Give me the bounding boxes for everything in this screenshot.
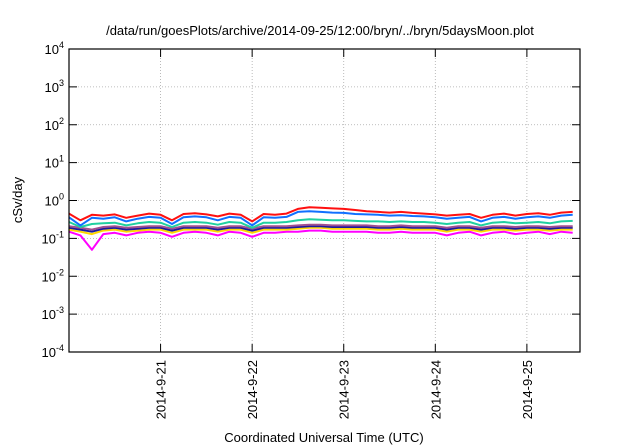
y-tick-label: 104 bbox=[45, 40, 64, 57]
series-line-blue bbox=[68, 210, 573, 227]
x-tick-label: 2014-9-25 bbox=[520, 360, 535, 419]
series-line-teal bbox=[68, 218, 573, 229]
y-axis-label: cSv/day bbox=[10, 176, 25, 223]
x-tick-label: 2014-9-22 bbox=[245, 360, 260, 419]
y-tick-label: 102 bbox=[45, 116, 64, 133]
series-line-dark-blue bbox=[68, 225, 573, 233]
x-tick-label: 2014-9-23 bbox=[337, 360, 352, 419]
y-tick-label: 10-3 bbox=[42, 305, 64, 322]
y-tick-label: 10-1 bbox=[42, 229, 64, 246]
x-tick-label: 2014-9-24 bbox=[428, 360, 443, 419]
y-tick-label: 103 bbox=[45, 78, 64, 95]
series-line-red bbox=[68, 206, 573, 223]
x-tick-label: 2014-9-21 bbox=[154, 360, 169, 419]
series-group bbox=[68, 206, 573, 251]
x-axis: 2014-9-21 2014-9-22 2014-9-23 2014-9-24 2014… bbox=[154, 49, 535, 419]
y-axis: 10-4 10-3 10-2 10-1 100 101 102 103 104 bbox=[42, 40, 580, 360]
grid bbox=[69, 49, 580, 352]
y-tick-label: 10-4 bbox=[42, 343, 64, 360]
chart-title: /data/run/goesPlots/archive/2014-09-25/1… bbox=[106, 23, 534, 38]
y-tick-label: 10-2 bbox=[42, 267, 64, 284]
x-axis-label: Coordinated Universal Time (UTC) bbox=[224, 430, 423, 445]
y-tick-label: 100 bbox=[45, 192, 64, 209]
series-line-magenta bbox=[68, 229, 573, 251]
series-line-yellow bbox=[68, 226, 573, 236]
series-line-purple bbox=[68, 223, 573, 231]
y-tick-label: 101 bbox=[45, 154, 64, 171]
